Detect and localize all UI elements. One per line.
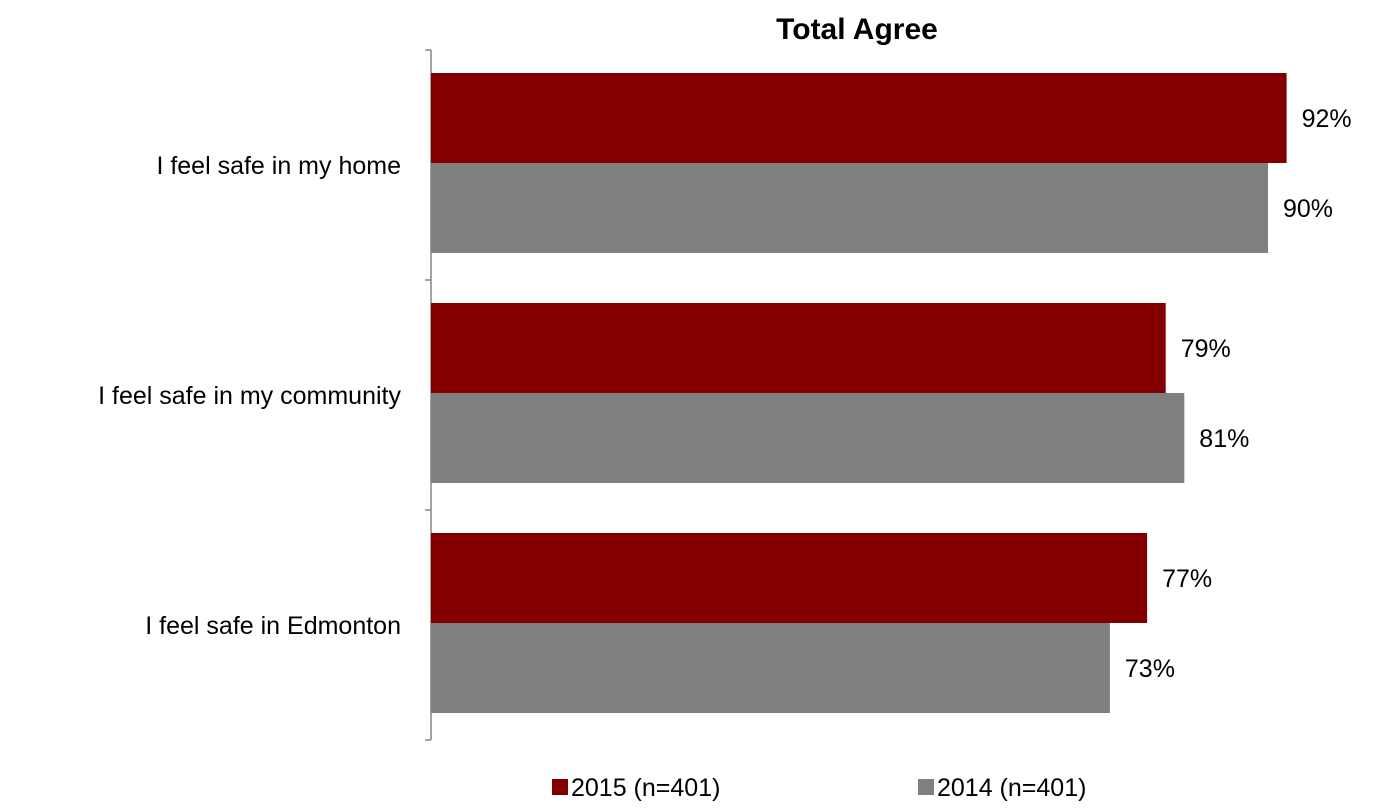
legend-label: 2015 (n=401) [571,774,720,802]
bar-2015 [431,73,1287,163]
category-axis [425,49,432,741]
chart-title: Total Agree [776,13,938,46]
category-label: I feel safe in my community [98,382,401,410]
data-label: 81% [1199,425,1249,453]
bar-2014 [431,623,1110,713]
category-labels: I feel safe in my home I feel safe in my … [98,152,401,640]
legend: 2015 (n=401) 2014 (n=401) [552,774,1086,802]
legend-swatch [918,779,934,795]
data-label: 90% [1283,195,1333,223]
bar-2015 [431,303,1166,393]
legend-label: 2014 (n=401) [937,774,1086,802]
data-label: 73% [1125,655,1175,683]
legend-item: 2015 (n=401) [552,774,720,802]
legend-swatch [552,779,568,795]
legend-item: 2014 (n=401) [918,774,1086,802]
bars [431,73,1287,713]
bar-2014 [431,163,1268,253]
data-label: 92% [1302,105,1352,133]
data-labels: 92% 90% 79% 81% 77% 73% [1125,105,1352,683]
category-label: I feel safe in my home [156,152,401,180]
data-label: 77% [1162,565,1212,593]
data-label: 79% [1181,335,1231,363]
category-label: I feel safe in Edmonton [145,612,401,640]
bar-2015 [431,533,1148,623]
bar-2014 [431,393,1185,483]
